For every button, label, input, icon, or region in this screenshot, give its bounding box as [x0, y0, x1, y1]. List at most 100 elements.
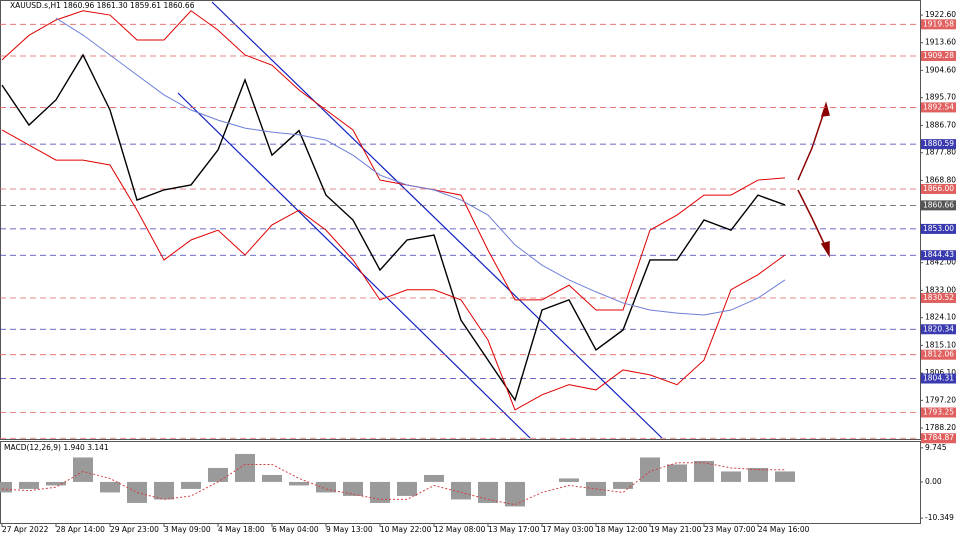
level-label-box — [921, 373, 956, 384]
arrow-down — [797, 189, 829, 253]
y-tick-label: 1877.80 — [925, 148, 956, 157]
level-label-box — [921, 223, 956, 234]
signal-line — [1, 462, 785, 506]
level-label: 1892.54 — [923, 102, 954, 111]
x-tick-label: 19 May 21:00 — [650, 525, 702, 534]
channel-line — [177, 92, 531, 439]
macd-bar — [424, 474, 444, 482]
level-label: 1909.28 — [923, 51, 954, 60]
y-tick-label: 1922.60 — [925, 10, 956, 19]
level-label: 1860.66 — [923, 200, 954, 209]
level-label-box — [921, 250, 956, 261]
level-label-box — [921, 292, 956, 303]
level-label: 1784.87 — [923, 433, 954, 442]
level-label: 1853.00 — [923, 224, 954, 233]
macd-bar — [721, 471, 741, 482]
macd-bar — [613, 481, 633, 489]
macd-bar — [316, 481, 336, 493]
trend-channel — [177, 1, 663, 439]
level-label: 1830.52 — [923, 293, 954, 302]
macd-bar — [505, 481, 525, 507]
macd-bar — [181, 481, 201, 489]
y-tick-label: 1904.60 — [925, 65, 956, 74]
macd-bar — [667, 464, 687, 482]
main-panel — [0, 0, 921, 440]
macd-bar — [262, 474, 282, 482]
macd-bar — [370, 481, 390, 503]
level-label: 1880.59 — [923, 139, 954, 148]
macd-bar — [478, 481, 498, 503]
y-tick-label: 1913.60 — [925, 38, 956, 47]
macd-bar — [748, 467, 768, 482]
macd-bar — [289, 481, 309, 486]
y-tick-label: 1842.00 — [925, 258, 956, 267]
series-line — [1, 129, 786, 411]
x-tick-label: 17 May 03:00 — [542, 525, 594, 534]
x-tick-label: 12 May 08:00 — [434, 525, 486, 534]
macd-bar — [73, 457, 93, 482]
level-label: 1919.58 — [923, 19, 954, 28]
x-tick-label: 3 May 09:00 — [164, 525, 211, 534]
level-label: 1804.31 — [923, 374, 954, 383]
y-tick-label: 9.745 — [925, 443, 947, 452]
macd-bar — [154, 481, 174, 500]
y-tick-label: 1797.20 — [925, 395, 956, 404]
y-tick-label: 1815.10 — [925, 340, 956, 349]
y-tick-label: 1868.80 — [925, 175, 956, 184]
level-label-box — [921, 19, 956, 30]
level-label-box — [921, 183, 956, 194]
macd-bar — [235, 453, 255, 482]
series-line — [55, 17, 786, 316]
y-tick-label: -10.349 — [925, 513, 954, 522]
level-label: 1866.00 — [923, 184, 954, 193]
macd-bar — [46, 481, 66, 486]
macd-bar — [559, 478, 579, 482]
channel-line — [211, 1, 663, 439]
macd-bar — [640, 457, 660, 482]
macd-bar — [451, 481, 471, 500]
macd-bar — [694, 460, 714, 482]
level-label-box — [921, 139, 956, 150]
level-label: 1812.06 — [923, 350, 954, 359]
macd-title: MACD(12,26,9) 1.940 3.141 — [4, 443, 109, 452]
y-tick-label: 0.00 — [925, 477, 942, 486]
series-line — [1, 10, 786, 311]
y-tick-label: 1895.70 — [925, 93, 956, 102]
macd-bar — [208, 467, 228, 482]
forecast-arrows — [797, 101, 830, 258]
chart-title: XAUUSD.s,H1 1860.96 1861.30 1859.61 1860… — [10, 1, 195, 10]
macd-bar — [397, 481, 417, 496]
x-tick-label: 28 Apr 14:00 — [56, 525, 105, 534]
level-label-box — [921, 349, 956, 360]
y-tick-label: 1833.00 — [925, 285, 956, 294]
x-tick-label: 6 May 04:00 — [272, 525, 319, 534]
arrow-up — [797, 105, 827, 181]
level-label-box — [921, 50, 956, 61]
level-label: 1844.43 — [923, 250, 954, 259]
level-label-box — [921, 200, 956, 211]
y-tick-label: 1806.10 — [925, 368, 956, 377]
x-tick-label: 9 May 13:00 — [326, 525, 373, 534]
x-tick-label: 27 Apr 2022 — [2, 525, 49, 534]
macd-bar — [343, 481, 363, 496]
x-tick-label: 4 May 18:00 — [218, 525, 265, 534]
arrow-head — [820, 101, 830, 117]
x-tick-label: 18 May 12:00 — [596, 525, 648, 534]
macd-bar — [100, 481, 120, 493]
level-label-box — [921, 407, 956, 418]
level-label-box — [921, 102, 956, 113]
macd-bar — [775, 471, 795, 482]
y-tick-label: 1788.20 — [925, 423, 956, 432]
level-label: 1820.34 — [923, 324, 954, 333]
level-label-box — [921, 433, 956, 444]
series-line — [1, 53, 786, 402]
x-tick-label: 29 Apr 23:00 — [110, 525, 159, 534]
macd-bar — [127, 481, 147, 503]
level-label-box — [921, 324, 956, 335]
macd-bar — [0, 481, 12, 493]
x-tick-label: 13 May 17:00 — [488, 525, 540, 534]
x-tick-label: 24 May 16:00 — [758, 525, 810, 534]
y-tick-label: 1824.10 — [925, 313, 956, 322]
